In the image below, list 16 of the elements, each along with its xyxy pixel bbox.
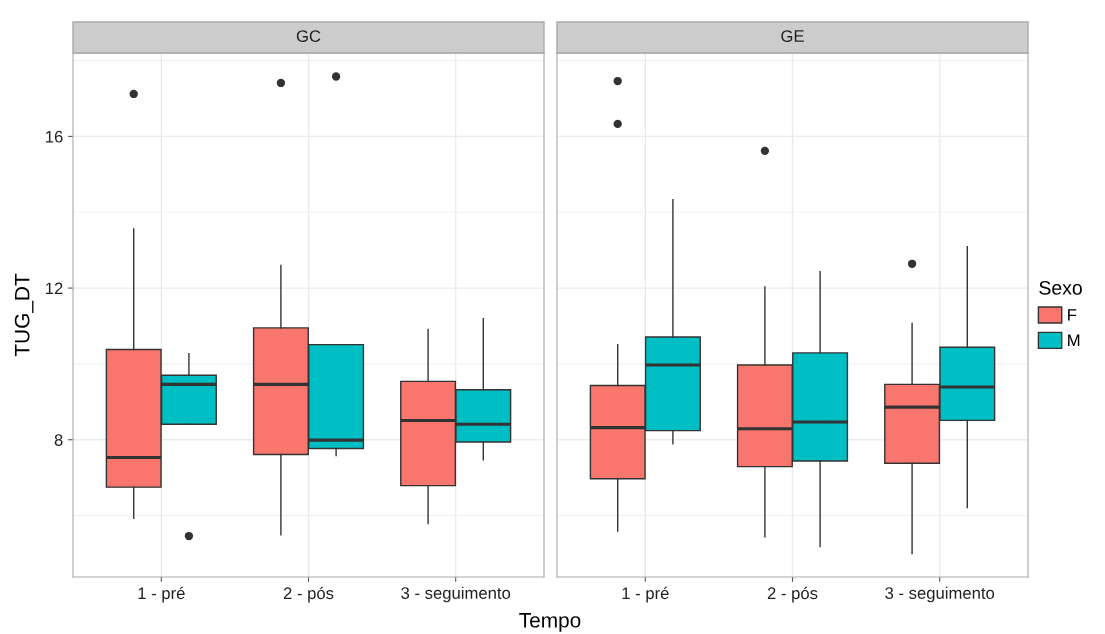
y-tick-label: 16 <box>46 130 63 143</box>
x-tick-label: 3 - seguimento <box>885 586 995 603</box>
chart-title: GE <box>781 30 804 42</box>
x-tick-label: 1 - pré <box>622 586 669 603</box>
legend-title: Sexo <box>1039 280 1082 295</box>
x-tick-label: 1 - pré <box>138 586 185 603</box>
legend-label: F <box>1068 309 1077 321</box>
x-axis-title: Tempo <box>519 613 581 632</box>
x-tick-label: 2 - pós <box>767 586 818 603</box>
y-tick-label: 12 <box>46 282 63 295</box>
x-tick-label: 2 - pós <box>283 586 334 603</box>
y-axis-title: TUG_DT <box>14 273 34 357</box>
chart-title: GC <box>296 30 321 42</box>
legend-label: M <box>1068 334 1080 347</box>
x-tick-label: 3 - seguimento <box>401 586 511 603</box>
y-tick-label: 8 <box>54 434 63 446</box>
